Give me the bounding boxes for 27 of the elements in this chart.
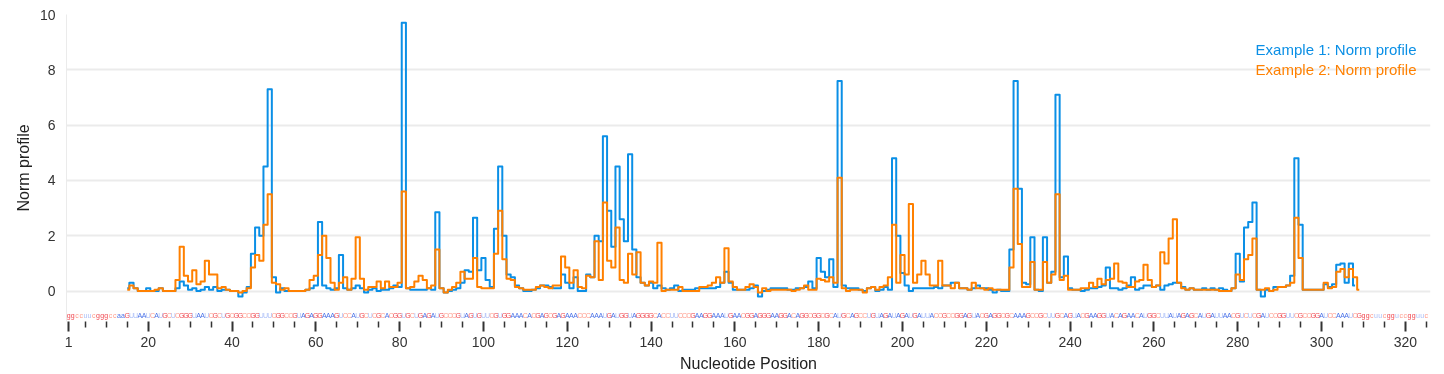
- x-tick-label: 60: [308, 333, 324, 350]
- x-tick-label: 100: [471, 333, 496, 350]
- x-tick-label: 280: [1226, 333, 1250, 350]
- y-axis-title: Norm profile: [14, 124, 32, 212]
- x-axis-title: Nucleotide Position: [680, 354, 817, 372]
- x-tick-label: 300: [1309, 333, 1334, 350]
- x-tick-label: 260: [1142, 333, 1166, 350]
- text: Example 2: Norm profile: [1255, 61, 1417, 78]
- y-tick-label: 10: [39, 6, 56, 23]
- x-tick-label: 180: [807, 333, 831, 350]
- text: Example 1: Norm profile: [1255, 41, 1417, 58]
- x-tick-label: 1: [64, 333, 73, 350]
- x-tick-label: 220: [974, 333, 999, 350]
- x-tick-label: 20: [140, 333, 157, 350]
- y-tick-label: 4: [47, 172, 56, 189]
- x-tick-label: 320: [1393, 333, 1418, 350]
- y-tick-label: 8: [47, 61, 56, 78]
- y-tick-label: 6: [47, 117, 56, 134]
- x-tick-label: 120: [555, 333, 580, 350]
- x-tick-label: 140: [639, 333, 663, 350]
- x-tick-label: 200: [890, 333, 915, 350]
- y-tick-label: 2: [47, 227, 56, 244]
- x-tick-label: 40: [224, 333, 241, 350]
- y-tick-label: 0: [47, 283, 56, 300]
- x-tick-label: 160: [723, 333, 747, 350]
- x-tick-label: 80: [391, 333, 408, 350]
- x-tick-label: 240: [1058, 333, 1083, 350]
